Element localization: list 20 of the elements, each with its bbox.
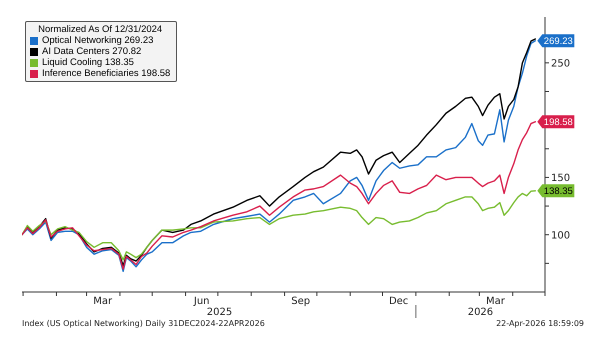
x-tick-label: Jun [192,296,210,307]
x-tick-label: Mar [93,296,114,307]
y-tick-label: 250 [551,58,570,70]
legend-label: Liquid Cooling 138.35 [42,57,134,68]
legend-label: Optical Networking 269.23 [42,35,154,46]
data-label: 269.23 [544,36,573,48]
text: 2026 [468,307,494,318]
y-tick-label: 150 [551,172,570,184]
x-tick-label: Mar [486,296,506,307]
legend-title: Normalized As Of 12/31/2024 [37,24,164,35]
data-label: 138.35 [544,186,573,198]
legend-label: AI Data Centers 270.82 [42,46,142,57]
data-label: 198.58 [544,117,573,128]
y-tick-label: 100 [551,230,570,242]
x-tick-label: Dec [388,296,408,307]
legend-label: Inference Beneficiaries 198.58 [42,68,170,79]
x-tick-label: Sep [291,296,310,307]
text: 22-Apr-2026 18:59:09 [496,319,584,328]
text: 2025 [206,307,232,318]
text: Index (US Optical Networking) Daily 31DEC2024-22APR2026 [22,319,265,328]
